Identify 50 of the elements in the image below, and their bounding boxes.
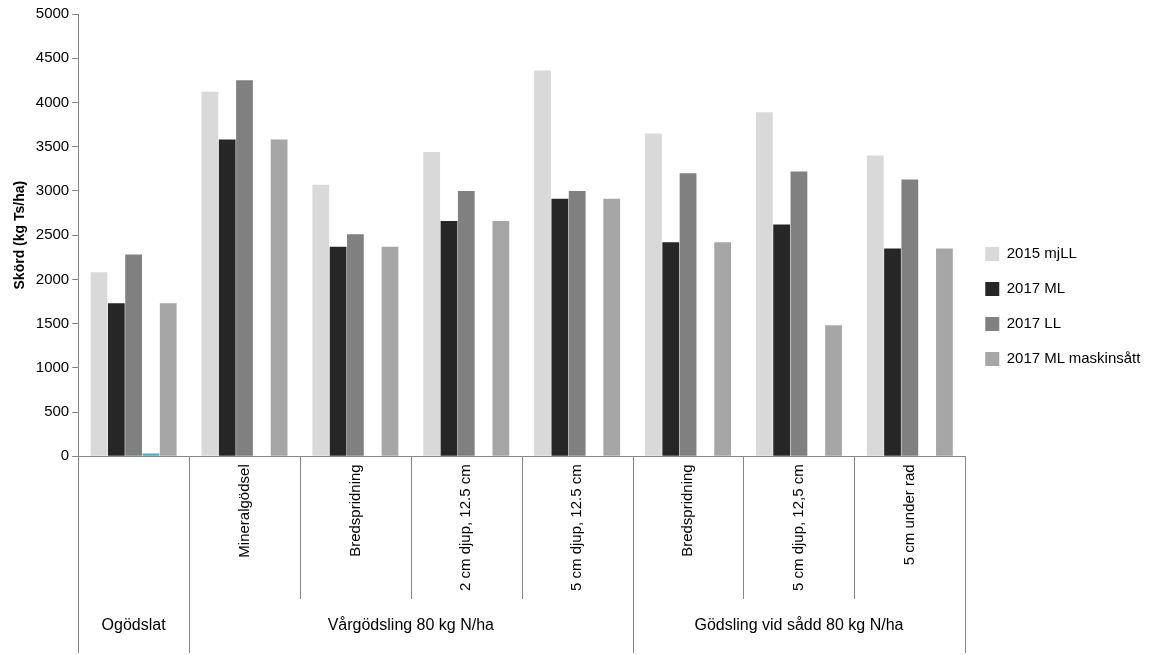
legend-label: 2017 ML maskinsått xyxy=(1006,349,1142,367)
legend-label: 2017 ML xyxy=(1006,279,1066,297)
y-tick-label: 500 xyxy=(44,402,70,420)
bar xyxy=(159,303,177,456)
y-tick-label: 3000 xyxy=(35,181,70,199)
legend-label: 2015 mjLL xyxy=(1006,244,1077,262)
legend-label: 2017 LL xyxy=(1006,314,1061,332)
bar xyxy=(534,70,551,456)
bar xyxy=(662,242,680,456)
bar xyxy=(645,133,662,456)
x-tick-label: Mineralgödsel xyxy=(234,464,252,558)
text: Gödsling vid sådd 80 kg N/ha xyxy=(694,616,904,634)
y-tick-label: 2500 xyxy=(35,225,70,243)
x-tick-label: 2 cm djup, 12.5 cm xyxy=(456,464,474,592)
y-tick-label: 1000 xyxy=(35,357,70,375)
bar xyxy=(90,272,108,456)
bar xyxy=(312,184,330,456)
x-tick-label: 5 cm under rad xyxy=(899,464,917,566)
bar xyxy=(866,155,884,456)
x-tick-label: Bredspridning xyxy=(345,464,363,557)
bar xyxy=(492,220,510,456)
bar xyxy=(381,246,399,456)
bar xyxy=(755,112,773,456)
y-axis-title: Skörd (kg Ts/ha) xyxy=(11,180,28,290)
y-tick-label: 2000 xyxy=(35,269,70,287)
y-tick-label: 4000 xyxy=(35,92,70,110)
bar xyxy=(773,224,791,456)
bar xyxy=(825,325,842,456)
bar xyxy=(329,246,347,456)
bar xyxy=(201,91,219,456)
x-tick-label: 5 cm djup, 12.5 cm xyxy=(567,464,585,592)
x-tick-label: 5 cm djup, 12,5 cm xyxy=(789,464,807,592)
y-tick-label: 3500 xyxy=(35,136,70,154)
y-tick-label: 1500 xyxy=(35,313,70,331)
x-tick-label: Bredspridning xyxy=(678,464,696,557)
bar xyxy=(423,151,441,456)
bar xyxy=(714,242,732,456)
text: Vårgödsling 80 kg N/ha xyxy=(327,616,495,634)
bar xyxy=(936,248,953,456)
bar xyxy=(270,139,288,456)
text: Ogödslat xyxy=(101,616,167,634)
bar xyxy=(218,139,236,456)
bar xyxy=(551,198,569,456)
y-tick-label: 5000 xyxy=(35,4,70,22)
bar xyxy=(440,220,458,456)
bar xyxy=(107,303,125,456)
y-tick-label: 4500 xyxy=(35,48,70,66)
bar xyxy=(603,198,621,456)
bar xyxy=(884,248,901,456)
y-tick-label: 0 xyxy=(60,446,70,464)
